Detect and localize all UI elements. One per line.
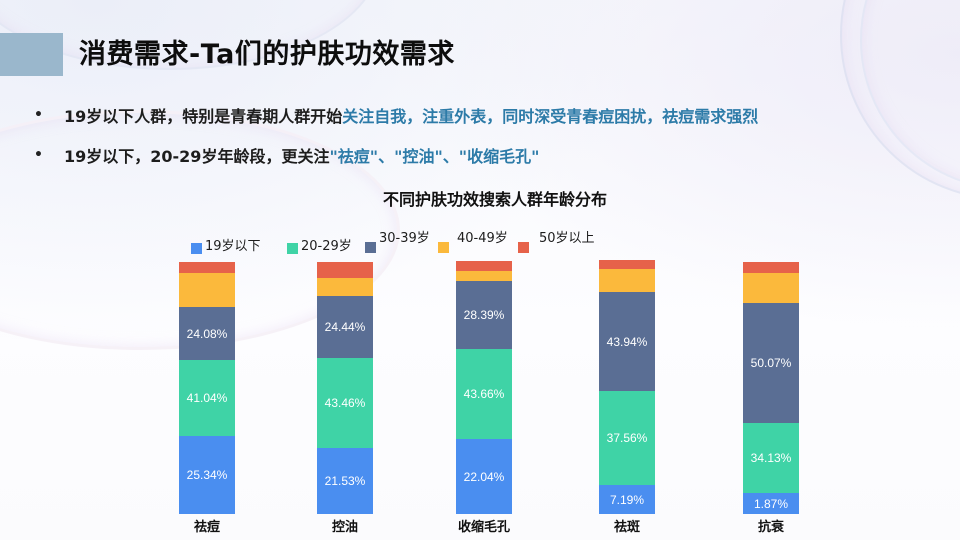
category-label: 控油 (331, 520, 358, 535)
legend-label: 20-29岁 (301, 239, 352, 254)
category-label: 祛痘 (193, 520, 220, 535)
data-label: 41.04% (186, 391, 228, 405)
bullet-highlight: 关注自我，注重外表，同时深受青春痘困扰，祛痘需求强烈 (342, 107, 759, 126)
legend-swatch-icon (191, 243, 202, 254)
data-label: 25.34% (186, 468, 228, 482)
bar-1: 24.44% 43.46% 21.53% (317, 262, 373, 514)
data-label: 50.07% (750, 356, 792, 370)
legend-swatch-icon (518, 242, 529, 253)
bar-segment (456, 271, 512, 281)
bar-segment: 28.39% (456, 281, 512, 349)
bar-segment: 43.46% (317, 358, 373, 448)
data-label: 43.94% (606, 334, 648, 349)
legend-label: 40-49岁 (457, 231, 508, 246)
bar-segment (743, 262, 799, 273)
bar-segment: 50.07% (743, 303, 799, 423)
legend-swatch-icon (365, 242, 376, 253)
bullet-item: • 19岁以下人群，特别是青春期人群开始 关注自我，注重外表，同时深受青春痘困扰… (34, 101, 758, 129)
bar-segment (599, 260, 655, 269)
legend-item-20-29: 20-29岁 (287, 235, 352, 254)
bar-segment: 43.66% (456, 349, 512, 439)
data-label: 28.39% (463, 308, 505, 322)
decorative-ring (840, 0, 960, 200)
bar-segment: 24.44% (317, 296, 373, 358)
data-label: 22.04% (463, 469, 505, 484)
bar-segment (456, 261, 512, 271)
bar-segment: 37.56% (599, 391, 655, 485)
bar-segment (743, 273, 799, 303)
bar-segment: 43.94% (599, 292, 655, 391)
bar-segment (317, 278, 373, 296)
decorative-ring (860, 0, 960, 190)
legend-item-50-plus: 50岁以上 (518, 227, 595, 253)
bar-segment: 22.04% (456, 439, 512, 514)
data-label: 7.19% (609, 492, 645, 507)
bullet-dot-icon: • (34, 147, 43, 163)
title-accent-bar (0, 33, 63, 76)
page-title: 消费需求-Ta们的护肤功效需求 (79, 39, 455, 70)
bar-segment: 25.34% (179, 436, 235, 514)
data-label: 43.46% (324, 396, 366, 410)
bar-0: 24.08% 41.04% 25.34% (179, 262, 235, 514)
legend-swatch-icon (438, 242, 449, 253)
bar-3: 43.94% 37.56% 7.19% (599, 260, 655, 514)
legend-label: 30-39岁 (379, 231, 430, 246)
bar-segment: 34.13% (743, 423, 799, 493)
category-label: 收缩毛孔 (457, 520, 510, 535)
data-label: 24.08% (186, 326, 228, 341)
category-label: 祛斑 (613, 520, 640, 535)
data-label: 21.53% (324, 474, 366, 488)
bar-segment: 7.19% (599, 485, 655, 514)
bullet-dot-icon: • (34, 107, 43, 123)
legend-label: 19岁以下 (205, 239, 261, 254)
data-label: 24.44% (324, 320, 366, 334)
legend-item-under-19: 19岁以下 (191, 235, 261, 254)
bar-segment: 1.87% (743, 493, 799, 514)
bullet-text: 19岁以下，20-29岁年龄段，更关注 (64, 147, 330, 166)
bar-segment: 24.08% (179, 307, 235, 360)
bar-segment: 41.04% (179, 360, 235, 436)
data-label: 1.87% (753, 496, 789, 511)
category-label: 抗衰 (757, 520, 784, 535)
legend-item-30-39: 30-39岁 (365, 227, 430, 253)
bullet-highlight: "祛痘"、"控油"、"收缩毛孔" (329, 147, 540, 166)
bar-segment (179, 262, 235, 273)
legend-swatch-icon (287, 243, 298, 254)
data-label: 34.13% (750, 451, 792, 465)
legend-label: 50岁以上 (539, 231, 595, 246)
legend-item-40-49: 40-49岁 (438, 227, 508, 253)
bullet-list: • 19岁以下人群，特别是青春期人群开始 关注自我，注重外表，同时深受青春痘困扰… (34, 101, 758, 181)
bar-segment (317, 262, 373, 278)
bullet-item: • 19岁以下，20-29岁年龄段，更关注 "祛痘"、"控油"、"收缩毛孔" (34, 141, 758, 169)
bar-2: 28.39% 43.66% 22.04% (456, 261, 512, 514)
bar-4: 50.07% 34.13% 1.87% (743, 262, 799, 514)
data-label: 37.56% (606, 431, 648, 445)
chart-title: 不同护肤功效搜索人群年龄分布 (382, 190, 607, 209)
data-label: 43.66% (463, 387, 505, 401)
bar-segment (179, 273, 235, 307)
bar-segment: 21.53% (317, 448, 373, 514)
bar-segment (599, 269, 655, 292)
bullet-text: 19岁以下人群，特别是青春期人群开始 (64, 107, 343, 126)
